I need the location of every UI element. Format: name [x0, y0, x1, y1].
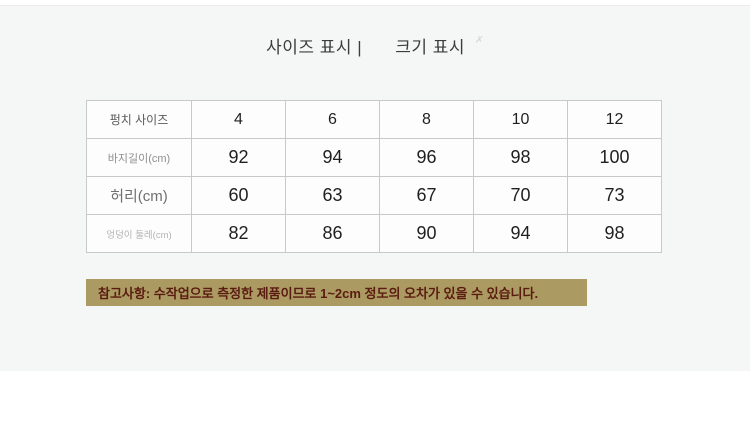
row-label-waist: 허리(cm) — [86, 176, 192, 215]
size-value: 4 — [191, 100, 286, 139]
measurement-value: 90 — [379, 214, 474, 253]
measurement-value: 67 — [379, 176, 474, 215]
measurement-value: 96 — [379, 138, 474, 177]
size-value: 12 — [567, 100, 662, 139]
table-row: 허리(cm) 60 63 67 70 73 — [86, 176, 662, 215]
row-label-pants-length: 바지길이(cm) — [86, 138, 192, 177]
decoration-mark-icon: ✗ — [474, 34, 485, 47]
note-banner: 참고사항: 수작업으로 측정한 제품이므로 1~2cm 정도의 오차가 있을 수… — [86, 279, 587, 306]
size-value: 10 — [473, 100, 568, 139]
measurement-value: 100 — [567, 138, 662, 177]
measurement-value: 70 — [473, 176, 568, 215]
size-chart-table: 펑치 사이즈 4 6 8 10 12 바지길이(cm) 92 94 96 98 … — [86, 100, 662, 253]
table-row: 바지길이(cm) 92 94 96 98 100 — [86, 138, 662, 177]
measurement-value: 94 — [285, 138, 380, 177]
measurement-value: 98 — [473, 138, 568, 177]
row-label-size: 펑치 사이즈 — [86, 100, 192, 139]
size-value: 8 — [379, 100, 474, 139]
measurement-value: 63 — [285, 176, 380, 215]
page-title: 사이즈 표시 | 크기 표시 ✗ — [0, 33, 750, 58]
measurement-value: 73 — [567, 176, 662, 215]
measurement-value: 60 — [191, 176, 286, 215]
row-label-hip: 엉덩이 둘레(cm) — [86, 214, 192, 253]
table-row: 펑치 사이즈 4 6 8 10 12 — [86, 100, 662, 139]
table-row: 엉덩이 둘레(cm) 82 86 90 94 98 — [86, 214, 662, 253]
note-text: 참고사항: 수작업으로 측정한 제품이므로 1~2cm 정도의 오차가 있을 수… — [98, 286, 539, 301]
measurement-value: 86 — [285, 214, 380, 253]
title-size-label: 사이즈 표시 | — [266, 38, 363, 57]
title-dimension-label: 크기 표시 — [395, 38, 465, 57]
measurement-value: 98 — [567, 214, 662, 253]
measurement-value: 82 — [191, 214, 286, 253]
measurement-value: 94 — [473, 214, 568, 253]
measurement-value: 92 — [191, 138, 286, 177]
size-value: 6 — [285, 100, 380, 139]
